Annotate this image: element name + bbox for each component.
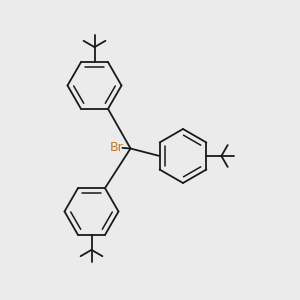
Text: Br: Br xyxy=(110,141,124,154)
